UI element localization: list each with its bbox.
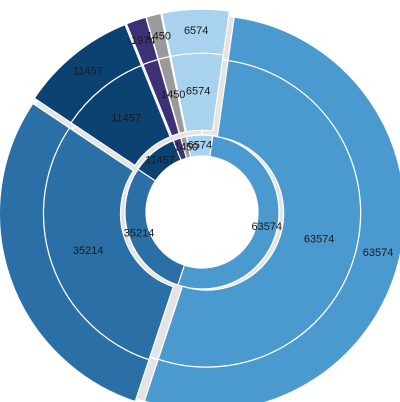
data-label-outer-11457: 11457 (73, 66, 103, 78)
segment-outer-6574 (161, 8, 231, 58)
data-label-inner-63574: 63574 (251, 221, 282, 233)
segment-outer-35214 (0, 102, 150, 402)
segment-inner-63574 (177, 135, 280, 290)
data-label-inner-6574: 6574 (188, 139, 212, 151)
segment-inner-6574 (185, 134, 214, 158)
data-label-outer-63574: 63574 (363, 247, 394, 259)
data-label-outer-6574: 6574 (184, 25, 208, 37)
label-layer: 63574 63574 63574 35214 35214 11457 11457 11457… (73, 25, 393, 259)
data-label-middle-6574: 6574 (186, 86, 210, 98)
data-label-middle-1450: 1450 (161, 89, 185, 101)
data-label-inner-11457: 11457 (145, 154, 175, 166)
center-hole (158, 168, 246, 256)
data-label-middle-63574: 63574 (304, 233, 335, 245)
data-label-outer-1974: 1974 (131, 35, 155, 47)
data-label-inner-35214: 35214 (124, 228, 155, 240)
data-label-middle-11457: 11457 (111, 113, 141, 125)
data-label-inner-1450: 1450 (174, 141, 198, 153)
segment-outer-1450 (145, 12, 171, 61)
segment-outer-63574 (143, 16, 400, 402)
data-label-middle-35214: 35214 (73, 245, 104, 257)
segment-layer (0, 8, 400, 402)
data-label-outer-1450: 1450 (146, 30, 170, 42)
segment-outer-11457 (33, 23, 143, 124)
